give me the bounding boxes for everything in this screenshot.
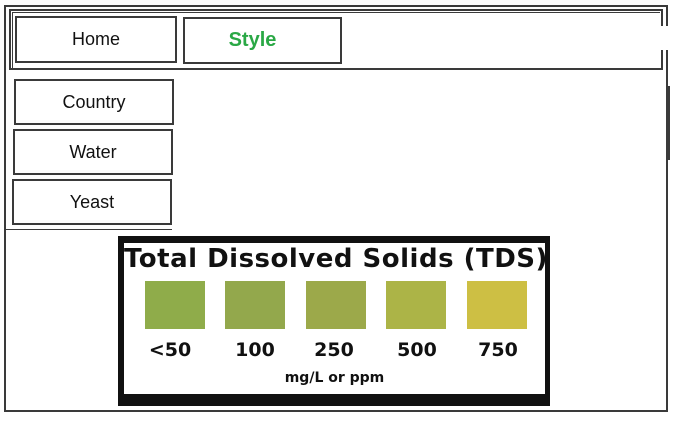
tab-style-label: Style [228,29,277,51]
tds-swatch-label: 100 [235,339,275,361]
tds-swatch-label: <50 [148,339,192,361]
tds-swatch-500 [386,281,446,329]
tds-swatch-lt50 [145,281,205,329]
tds-chart-title: Total Dissolved Solids (TDS) [124,244,548,274]
tds-swatch-label: 500 [397,339,437,361]
sidebar-item-water[interactable]: Water [13,129,173,175]
sidebar-item-country[interactable]: Country [14,79,174,125]
tds-swatch-label: 750 [478,339,518,361]
page-frame [4,5,668,412]
tds-swatch-250 [306,281,366,329]
tab-home-label: Home [71,29,120,49]
top-nav-bar-gap [658,26,670,50]
right-edge-accent [667,86,670,160]
tds-swatch-label: 250 [314,339,354,361]
tab-home[interactable]: Home [15,16,177,63]
tab-style[interactable]: Style [183,17,342,64]
tds-swatch-750 [467,281,527,329]
tds-swatch-100 [225,281,285,329]
sidebar-item-label: Water [69,141,117,162]
sidebar-item-label: Yeast [69,191,115,212]
sidebar-item-label: Country [62,91,126,112]
sidebar-item-yeast[interactable]: Yeast [12,179,172,225]
sidebar-divider [4,229,172,230]
top-nav-bar-inner-border [12,12,660,68]
tds-unit-label: mg/L or ppm [284,370,385,386]
